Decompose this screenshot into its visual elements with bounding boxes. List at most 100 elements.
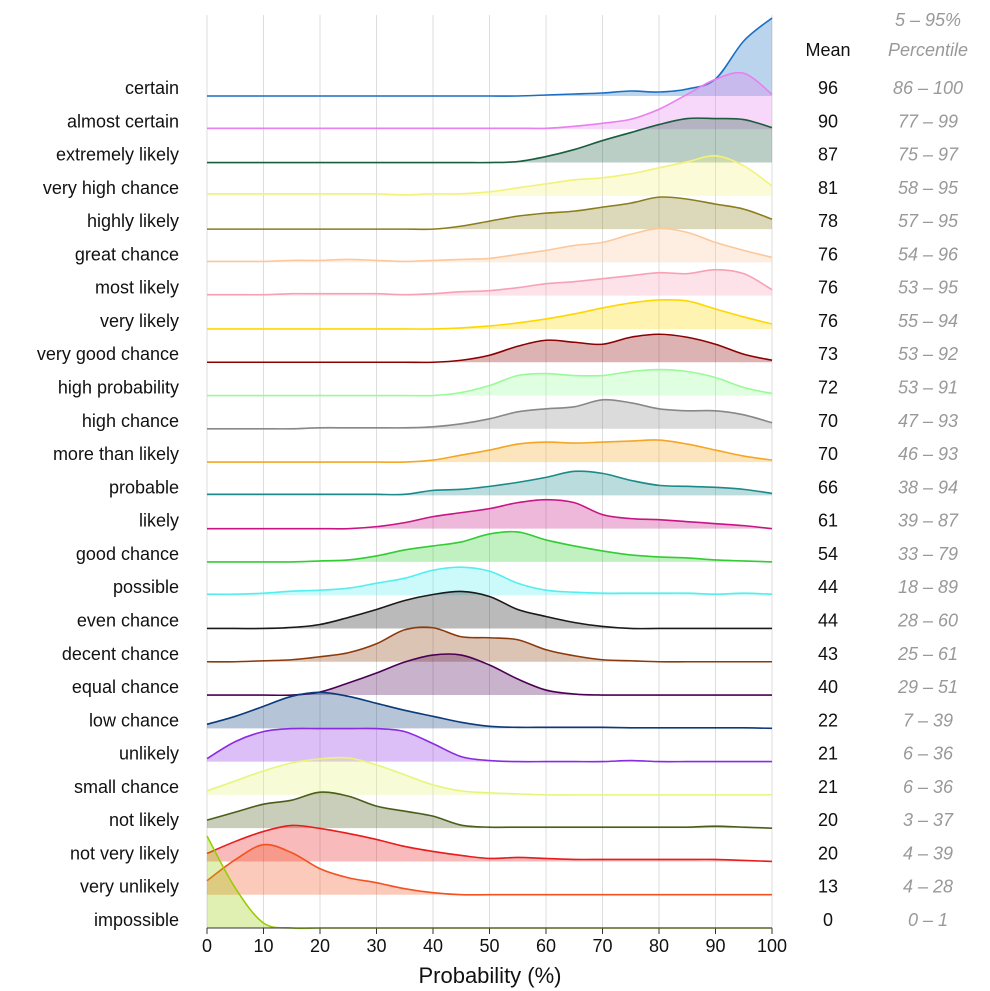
mean-value: 21 [818, 744, 838, 764]
percentile-range: 53 – 95 [898, 278, 959, 298]
row-label: equal chance [72, 677, 179, 697]
ridge-line [206, 470, 773, 496]
row-label: most likely [95, 278, 179, 298]
mean-value: 81 [818, 178, 838, 198]
row-label: high probability [58, 378, 179, 398]
percentile-range: 7 – 39 [903, 710, 953, 730]
mean-value: 76 [818, 311, 838, 331]
row-label: almost certain [67, 111, 179, 131]
ridge-area [207, 399, 772, 429]
percentile-range: 29 – 51 [897, 677, 958, 697]
ridge-line [207, 368, 773, 397]
percentile-range: 53 – 92 [898, 344, 958, 364]
ridge-line [207, 498, 773, 530]
ridge-area [207, 18, 772, 97]
ridge-line [206, 17, 773, 97]
ridge-area [207, 792, 772, 829]
percentile-range: 53 – 91 [898, 378, 958, 398]
percentile-range: 3 – 37 [903, 810, 954, 830]
mean-value: 70 [818, 411, 838, 431]
ridge-area [207, 825, 772, 862]
percentile-range: 18 – 89 [898, 577, 958, 597]
ridge-area [207, 334, 772, 363]
grid [206, 15, 773, 928]
percentile-header: 5 – 95% [895, 10, 961, 30]
mean-value: 76 [818, 244, 838, 264]
ridge-line [207, 196, 773, 231]
x-tick-label: 50 [479, 936, 499, 956]
row-label: great chance [75, 244, 179, 264]
ridge-line [206, 566, 773, 596]
mean-value: 96 [818, 78, 838, 98]
percentile-range: 28 – 60 [897, 610, 958, 630]
ridge-line [207, 439, 773, 464]
row-label: low chance [89, 710, 179, 730]
mean-value: 21 [818, 777, 838, 797]
mean-value: 40 [818, 677, 838, 697]
percentile-range: 33 – 79 [898, 544, 958, 564]
row-label: extremely likely [56, 145, 179, 165]
ridge-area [207, 567, 772, 596]
ridge-area [207, 471, 772, 496]
row-label: impossible [94, 910, 179, 930]
mean-value: 44 [818, 577, 838, 597]
row-label: good chance [76, 544, 179, 564]
x-tick-label: 0 [202, 936, 212, 956]
percentile-range: 39 – 87 [898, 511, 959, 531]
percentile-range: 47 – 93 [898, 411, 958, 431]
mean-value: 76 [818, 278, 838, 298]
x-tick-label: 20 [310, 936, 330, 956]
ridge-area [207, 196, 772, 230]
ridge-area [207, 757, 772, 795]
ridge-line [207, 333, 773, 364]
mean-value: 66 [818, 477, 838, 497]
ridge-line [206, 398, 773, 430]
row-label: unlikely [119, 744, 179, 764]
ridge-line [207, 268, 773, 296]
x-tick-label: 40 [423, 936, 443, 956]
ridge-line [206, 117, 773, 164]
ridge-area [207, 499, 772, 529]
row-label: very good chance [37, 344, 179, 364]
mean-value: 13 [818, 877, 838, 897]
ridge-area [207, 155, 772, 196]
percentile-range: 77 – 99 [898, 111, 958, 131]
ridge-area [207, 728, 772, 762]
percentile-range: 38 – 94 [898, 477, 958, 497]
percentile-range: 75 – 97 [898, 145, 959, 165]
ridge-area [207, 72, 772, 130]
row-label: decent chance [62, 644, 179, 664]
ridge-area [207, 653, 772, 696]
ridge-line [206, 691, 773, 730]
percentile-range: 25 – 61 [897, 644, 958, 664]
row-label: possible [113, 577, 179, 597]
row-label: very unlikely [80, 877, 179, 897]
ridge-area [207, 228, 772, 263]
row-label: not very likely [70, 843, 179, 863]
percentile-range: 58 – 95 [898, 178, 959, 198]
mean-value: 90 [818, 111, 838, 131]
mean-value: 72 [818, 378, 838, 398]
ridge-line [207, 530, 773, 563]
ridge-line [206, 727, 772, 763]
x-tick-label: 70 [592, 936, 612, 956]
x-tick-label: 90 [705, 936, 725, 956]
ridge-line [207, 590, 772, 630]
percentile-range: 54 – 96 [898, 244, 959, 264]
mean-value: 73 [818, 344, 838, 364]
ridge-area [207, 299, 772, 330]
percentile-range: 0 – 1 [908, 910, 948, 930]
percentile-range: 55 – 94 [898, 311, 958, 331]
ridge-area [207, 591, 772, 629]
ridge-line [206, 626, 773, 663]
mean-value: 22 [818, 710, 838, 730]
x-tick-label: 60 [536, 936, 556, 956]
ridge-area [207, 531, 772, 562]
row-label: likely [139, 511, 179, 531]
mean-value: 70 [818, 444, 838, 464]
row-label: even chance [77, 610, 179, 630]
ridge-line [206, 756, 772, 796]
ridge-area [207, 369, 772, 396]
percentile-range: 57 – 95 [898, 211, 959, 231]
